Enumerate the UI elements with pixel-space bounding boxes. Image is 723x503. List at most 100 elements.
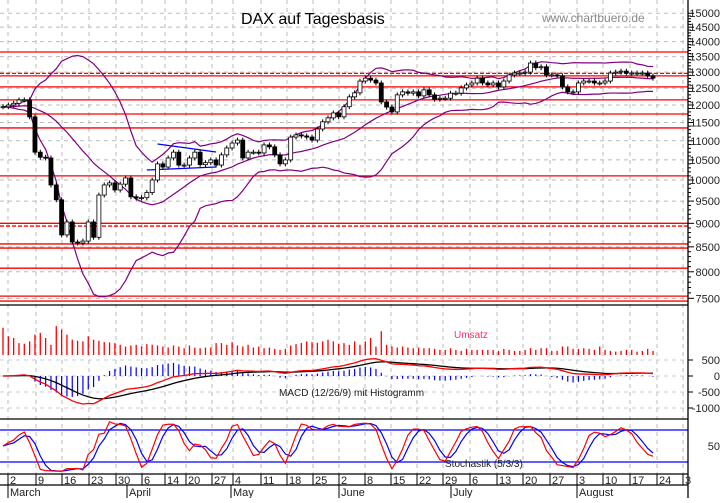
x-week-label: 16	[64, 475, 76, 487]
candle-body	[528, 62, 533, 73]
candle-body	[560, 75, 565, 88]
candle-body	[277, 154, 283, 165]
candle-body	[112, 182, 118, 191]
candle-body	[464, 84, 469, 89]
candle-body	[341, 106, 347, 118]
candle-body	[416, 91, 421, 97]
candle-body	[43, 156, 49, 159]
macd-label: MACD (12/26/9) mit Histogramm	[279, 388, 424, 399]
candle-body	[235, 139, 240, 144]
candle-body	[458, 87, 464, 94]
x-month-label: May	[233, 487, 254, 498]
candle-body	[309, 136, 315, 141]
candle-body	[650, 75, 656, 79]
candle-body	[85, 221, 91, 242]
chart-title: DAX auf Tagesbasis	[241, 11, 385, 28]
x-week-label: 29	[445, 475, 457, 487]
candle-body	[282, 159, 288, 165]
candle-body	[442, 97, 448, 100]
candle-body	[21, 99, 27, 102]
x-week-label: 4	[235, 475, 241, 487]
candle-body	[384, 101, 390, 108]
y-tick-label: 9000	[696, 218, 720, 230]
y-tick-label: 13000	[689, 67, 720, 79]
candle-body	[48, 157, 54, 186]
candle-body	[639, 72, 645, 75]
volume-bars	[2, 326, 654, 355]
x-week-label: 2	[341, 475, 347, 487]
x-week-label: 24	[659, 475, 671, 487]
x-week-label: 30	[118, 475, 130, 487]
candle-body	[96, 194, 102, 238]
candle-body	[554, 74, 560, 77]
y-tick-label: 12500	[689, 83, 720, 95]
candle-body	[298, 134, 304, 137]
x-week-label: 27	[552, 475, 564, 487]
candle-body	[203, 162, 208, 166]
candle-body	[272, 146, 278, 156]
candle-body	[0, 106, 6, 109]
candle-body	[197, 151, 203, 166]
candle-body	[586, 80, 592, 83]
candle-body	[293, 134, 299, 138]
candle-body	[426, 89, 432, 96]
stochastic-d-line	[2, 422, 654, 472]
y-tick-label: 15000	[689, 8, 720, 20]
x-week-label: 25	[315, 475, 327, 487]
trendline	[157, 143, 217, 153]
macd-tick-label: -1000	[692, 403, 720, 415]
candle-body	[474, 77, 480, 84]
y-tick-label: 14000	[689, 37, 720, 49]
candle-body	[613, 71, 619, 74]
x-week-label: 9	[38, 475, 44, 487]
candle-body	[405, 91, 411, 94]
candle-body	[346, 96, 352, 108]
bollinger-upper	[2, 54, 654, 163]
candle-body	[208, 159, 214, 164]
candle-body	[480, 77, 485, 84]
candle-body	[149, 179, 155, 193]
candle-body	[288, 136, 294, 161]
stochastic-label: Stochastik (5/3/3)	[445, 459, 523, 470]
candle-body	[490, 82, 496, 86]
grid	[0, 0, 688, 474]
x-week-label: 15	[393, 475, 405, 487]
candle-body	[581, 80, 587, 84]
candle-body	[266, 144, 272, 148]
macd-tick-label: 0	[714, 371, 720, 383]
candle-body	[213, 159, 219, 166]
y-tick-label: 7500	[696, 293, 720, 305]
y-tick-label: 8500	[696, 242, 720, 254]
macd-tick-label: 500	[702, 355, 720, 367]
candle-body	[437, 97, 443, 100]
candle-body	[11, 102, 17, 106]
candle-body	[171, 151, 176, 159]
candle-body	[570, 91, 576, 94]
x-week-label: 3	[685, 475, 691, 487]
x-week-label: 11	[263, 475, 274, 487]
x-week-label: 6	[472, 475, 478, 487]
candle-body	[469, 82, 475, 86]
candle-body	[421, 89, 427, 97]
x-week-label: 14	[167, 475, 179, 487]
candle-body	[16, 99, 22, 104]
candle-body	[91, 221, 96, 238]
candle-body	[357, 80, 363, 94]
y-tick-label: 13500	[689, 52, 720, 64]
candle-body	[501, 80, 507, 88]
x-week-label: 10	[605, 475, 617, 487]
y-tick-label: 11500	[690, 118, 720, 130]
y-tick-label: 12000	[689, 100, 720, 112]
candle-body	[645, 72, 651, 77]
candle-body	[623, 70, 629, 74]
candle-body	[549, 74, 555, 77]
candle-body	[485, 82, 491, 86]
candle-body	[432, 94, 437, 100]
candle-body	[53, 184, 59, 201]
x-month-label: March	[10, 487, 41, 498]
x-week-label: 20	[188, 475, 200, 487]
stochastic-panel	[0, 420, 688, 472]
x-month-label: July	[453, 487, 473, 498]
